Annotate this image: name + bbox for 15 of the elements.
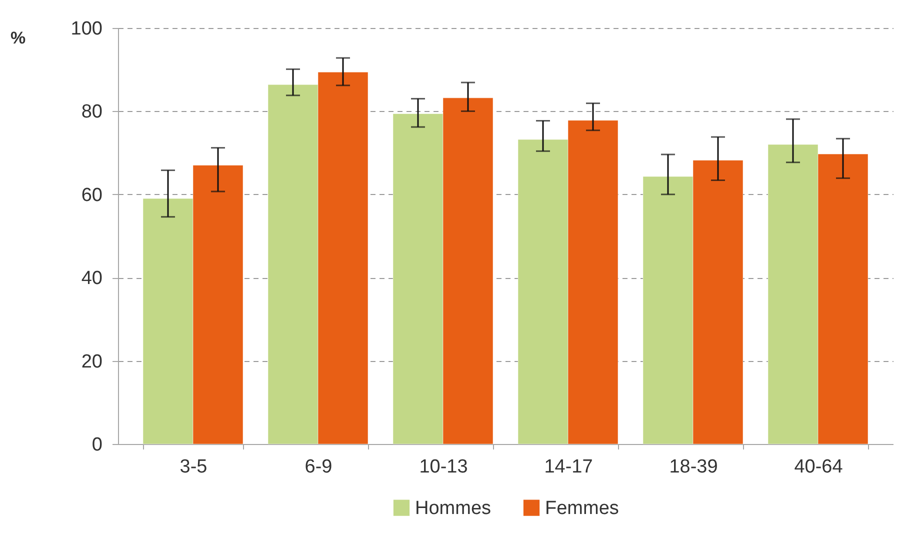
y-tick-label: 100: [70, 18, 102, 40]
y-tick-label: 0: [92, 434, 102, 456]
x-tick-label: 6-9: [304, 456, 332, 478]
y-tick-label: 40: [81, 268, 102, 290]
x-tick-label: 18-39: [669, 456, 718, 478]
legend-label: Femmes: [545, 498, 619, 519]
x-tick-label: 10-13: [419, 456, 468, 478]
x-tick-label: 3-5: [180, 456, 208, 478]
y-tick-label: 80: [81, 102, 102, 123]
x-tick-label: 14-17: [544, 456, 593, 478]
legend-label: Hommes: [415, 498, 492, 519]
y-tick-label: 20: [81, 351, 102, 372]
y-axis-title: %: [10, 28, 26, 48]
y-tick-label: 60: [81, 184, 102, 206]
x-tick-label: 40-64: [794, 456, 844, 478]
